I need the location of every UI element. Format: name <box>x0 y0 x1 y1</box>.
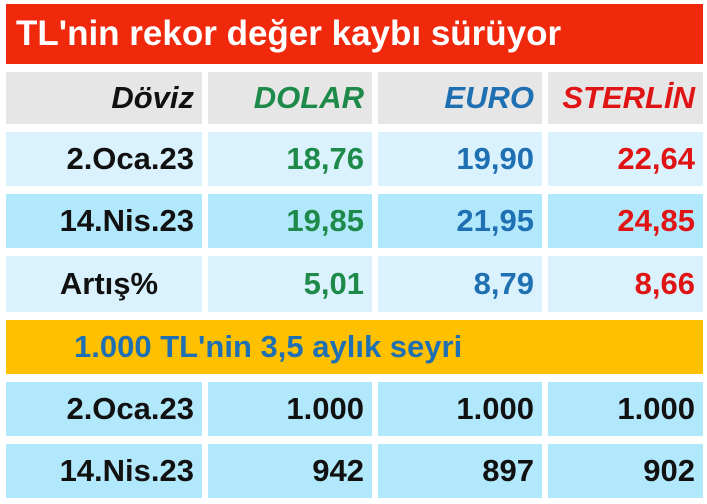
header-dolar: DOLAR <box>208 72 372 124</box>
dolar-value: 5,01 <box>208 256 372 312</box>
euro-value: 21,95 <box>378 194 542 248</box>
row-label: 14.Nis.23 <box>6 194 202 248</box>
euro-value: 1.000 <box>378 382 542 436</box>
title-banner: TL'nin rekor değer kaybı sürüyor <box>6 4 703 64</box>
sterlin-value: 902 <box>548 444 703 498</box>
euro-value: 19,90 <box>378 132 542 186</box>
table-row: 14.Nis.23 942 897 902 <box>6 444 703 498</box>
sterlin-value: 24,85 <box>548 194 703 248</box>
dolar-value: 18,76 <box>208 132 372 186</box>
section-banner: 1.000 TL'nin 3,5 aylık seyri <box>6 320 703 374</box>
sterlin-value: 1.000 <box>548 382 703 436</box>
euro-value: 897 <box>378 444 542 498</box>
table-row: 2.Oca.23 1.000 1.000 1.000 <box>6 382 703 436</box>
table-row: 14.Nis.23 19,85 21,95 24,85 <box>6 194 703 248</box>
row-label: Artış% <box>6 256 202 312</box>
sterlin-value: 8,66 <box>548 256 703 312</box>
row-label: 2.Oca.23 <box>6 132 202 186</box>
table-header-row: Döviz DOLAR EURO STERLİN <box>6 72 703 124</box>
dolar-value: 19,85 <box>208 194 372 248</box>
euro-value: 8,79 <box>378 256 542 312</box>
dolar-value: 942 <box>208 444 372 498</box>
dolar-value: 1.000 <box>208 382 372 436</box>
header-doviz: Döviz <box>6 72 202 124</box>
page-title: TL'nin rekor değer kaybı sürüyor <box>16 14 562 53</box>
header-euro: EURO <box>378 72 542 124</box>
row-label: 14.Nis.23 <box>6 444 202 498</box>
header-sterlin: STERLİN <box>548 72 703 124</box>
table-row: 2.Oca.23 18,76 19,90 22,64 <box>6 132 703 186</box>
section-title: 1.000 TL'nin 3,5 aylık seyri <box>74 329 463 364</box>
sterlin-value: 22,64 <box>548 132 703 186</box>
table-row: Artış% 5,01 8,79 8,66 <box>6 256 703 312</box>
row-label: 2.Oca.23 <box>6 382 202 436</box>
